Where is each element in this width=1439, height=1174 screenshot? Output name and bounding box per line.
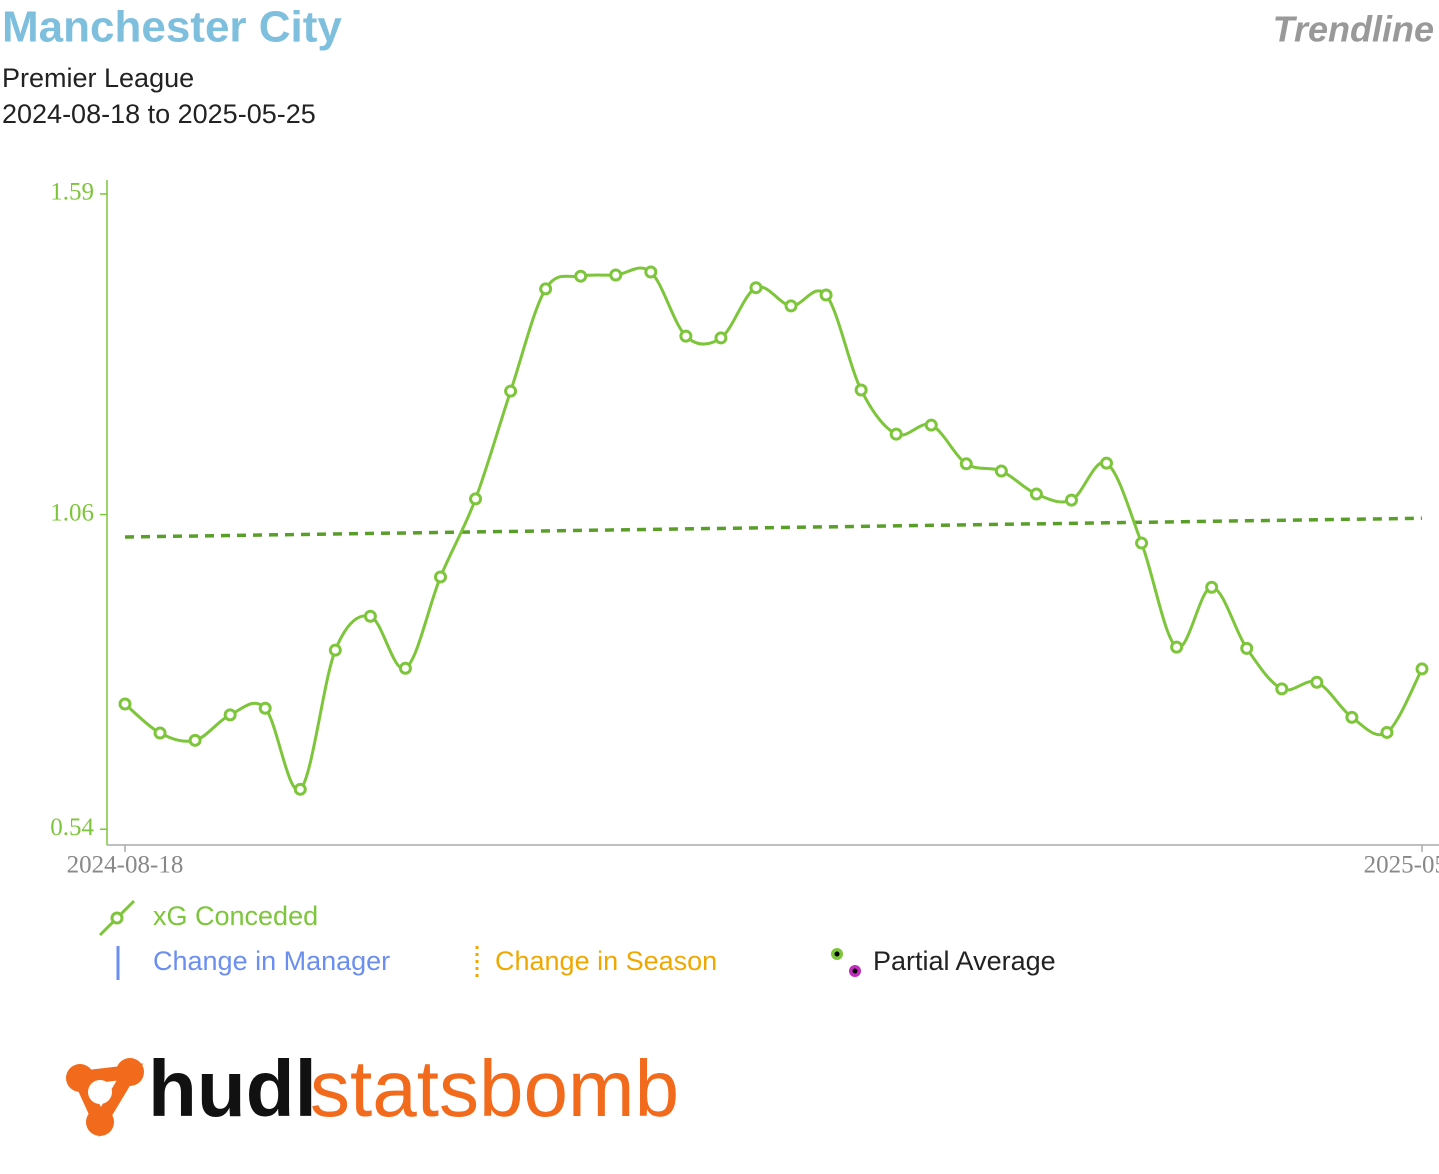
legend-marker-icon — [110, 911, 124, 925]
subtitle: Premier League — [2, 63, 194, 93]
x-tick-label: 2024-08-18 — [67, 852, 184, 879]
point — [994, 464, 1008, 478]
legend-label: Partial Average — [873, 946, 1056, 976]
legend-partial-icon — [834, 951, 840, 957]
point — [1240, 641, 1254, 655]
point — [784, 299, 798, 313]
point — [363, 609, 377, 623]
legend-label: Change in Season — [495, 946, 717, 976]
point — [539, 282, 553, 296]
point — [819, 288, 833, 302]
point — [749, 281, 763, 295]
point — [1100, 456, 1114, 470]
point — [258, 701, 272, 715]
legend-partial-icon — [852, 968, 858, 974]
point — [1135, 536, 1149, 550]
point — [1380, 725, 1394, 739]
point — [1345, 710, 1359, 724]
point — [924, 418, 938, 432]
point — [153, 726, 167, 740]
chart-title: Manchester City — [2, 3, 342, 52]
point — [1170, 640, 1184, 654]
point — [644, 265, 658, 279]
date-range: 2024-08-18 to 2025-05-25 — [2, 99, 316, 129]
point — [223, 708, 237, 722]
point — [398, 661, 412, 675]
point — [574, 269, 588, 283]
point — [1310, 675, 1324, 689]
y-tick-label: 1.06 — [50, 499, 94, 526]
y-tick-label: 0.54 — [50, 814, 94, 841]
logo-text: hudl — [148, 1044, 317, 1133]
point — [889, 427, 903, 441]
point — [1415, 662, 1429, 676]
point — [433, 570, 447, 584]
point — [854, 383, 868, 397]
point — [469, 492, 483, 506]
point — [1275, 682, 1289, 696]
point — [1029, 487, 1043, 501]
logo-text: statsbomb — [310, 1044, 679, 1133]
point — [293, 782, 307, 796]
y-tick-label: 1.59 — [50, 179, 94, 206]
point — [714, 331, 728, 345]
point — [1064, 493, 1078, 507]
point — [504, 384, 518, 398]
legend-label: xG Conceded — [153, 901, 318, 931]
point — [118, 697, 132, 711]
trendline — [124, 516, 1423, 539]
point — [188, 733, 202, 747]
legend-label: Change in Manager — [153, 946, 390, 976]
x-tick-label: 2025-05-25 — [1364, 852, 1439, 879]
point — [609, 268, 623, 282]
badge: Trendline — [1273, 9, 1434, 50]
point — [1205, 580, 1219, 594]
point — [328, 643, 342, 657]
logo-icon — [66, 1058, 144, 1138]
point — [679, 329, 693, 343]
point — [959, 457, 973, 471]
